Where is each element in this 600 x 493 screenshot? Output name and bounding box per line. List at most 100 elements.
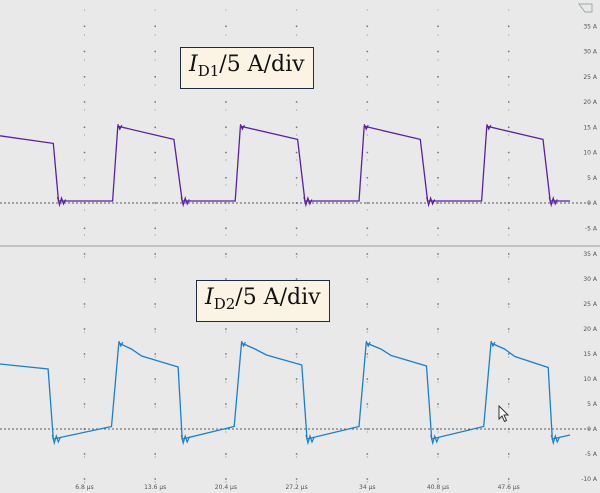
grid-dot	[225, 331, 227, 333]
waveform-path	[0, 342, 571, 440]
ringing-mark	[426, 195, 436, 208]
grid-dot	[83, 134, 86, 136]
grid-dot	[366, 453, 369, 455]
grid-dot	[225, 109, 227, 111]
grid-dot	[366, 406, 368, 408]
grid-dot	[366, 84, 368, 86]
grid-dot	[154, 456, 156, 458]
grid-dot	[366, 176, 369, 179]
grid-dot	[366, 353, 369, 355]
grid-dot	[154, 353, 157, 355]
grid-dot	[225, 101, 227, 103]
series-subscript-d2: D2	[213, 295, 236, 313]
ringing-mark	[430, 433, 440, 446]
series-subscript-d1: D1	[197, 62, 220, 80]
grid-dot	[83, 101, 86, 103]
grid-dot	[366, 151, 369, 154]
y-tick-label: 10 A	[583, 376, 598, 383]
grid-dot	[225, 431, 227, 433]
grid-dot	[154, 25, 157, 28]
series-label-id2: ID2/5 A/div	[196, 280, 330, 322]
overshoot-mark	[363, 123, 369, 131]
grid-dot	[507, 478, 510, 480]
grid-dot	[507, 151, 510, 154]
grid-dot	[437, 176, 439, 179]
grid-dot	[225, 126, 227, 129]
grid-dot	[154, 356, 156, 358]
y-tick-label: 35 A	[583, 251, 598, 258]
grid-dot	[508, 456, 510, 458]
grid-dot	[366, 281, 368, 283]
y-tick-label: -5 A	[585, 451, 598, 458]
grid-dot	[225, 378, 227, 380]
grid-dot	[83, 478, 86, 480]
grid-dot	[507, 101, 510, 103]
grid-dot	[225, 278, 227, 280]
grid-dot	[154, 227, 157, 230]
grid-dot	[437, 25, 439, 28]
grid-dot	[366, 34, 368, 36]
grid-dot	[437, 253, 439, 255]
grid-dot	[154, 478, 157, 480]
grid-dot	[295, 478, 298, 480]
ringing-mark	[180, 433, 190, 446]
grid-dot	[507, 253, 510, 255]
series-scale-1: /5 A/div	[219, 52, 305, 77]
grid-dot	[83, 453, 86, 455]
grid-dot	[154, 381, 156, 383]
ringing-mark	[51, 433, 61, 446]
grid-dot	[366, 209, 368, 211]
y-tick-label: 35 A	[583, 23, 598, 30]
grid-dot	[83, 281, 86, 283]
y-tick-label: 5 A	[587, 175, 598, 182]
grid-dot	[83, 406, 86, 408]
grid-dot	[154, 234, 156, 236]
grid-dot	[154, 84, 156, 86]
grid-dot	[366, 328, 369, 330]
grid-dot	[154, 109, 156, 111]
grid-dot	[507, 328, 510, 330]
ringing-mark	[303, 195, 313, 208]
grid-dot	[508, 34, 510, 36]
grid-dot	[83, 306, 86, 308]
grid-dot	[154, 126, 157, 129]
grid-dot	[225, 159, 227, 161]
overshoot-mark	[239, 123, 245, 131]
y-tick-label: 0 A	[587, 426, 598, 433]
grid-dot	[507, 75, 510, 78]
overshoot-mark	[486, 123, 492, 131]
grid-dot	[508, 331, 510, 333]
grid-dot	[154, 151, 157, 154]
grid-dot	[437, 227, 439, 230]
grid-dot	[83, 227, 86, 230]
x-tick-label: 13.6 µs	[144, 484, 166, 491]
x-tick-label: 27.2 µs	[285, 484, 307, 491]
grid-dot	[295, 278, 298, 280]
grid-dot	[154, 50, 157, 53]
grid-dot	[508, 256, 510, 258]
grid-dot	[437, 453, 439, 455]
grid-dot	[154, 209, 156, 211]
x-tick-label: 6.8 µs	[75, 484, 93, 491]
grid-dot	[154, 101, 157, 103]
y-tick-label: -5 A	[585, 225, 598, 232]
grid-dot	[154, 306, 156, 308]
grid-dot	[366, 75, 369, 78]
grid-dot	[295, 353, 298, 355]
y-tick-label: 20 A	[583, 326, 598, 333]
grid-dot	[508, 481, 510, 483]
grid-dot	[507, 227, 510, 230]
grid-dot	[83, 59, 86, 61]
grid-dot	[154, 481, 156, 483]
grid-dot	[83, 109, 86, 111]
grid-dot	[225, 227, 227, 230]
grid-dot	[508, 134, 510, 136]
grid-dot	[507, 25, 510, 28]
grid-dot	[437, 481, 439, 483]
grid-dot	[83, 234, 86, 236]
grid-dot	[154, 256, 156, 258]
grid-dot	[366, 202, 369, 204]
grid-dot	[225, 478, 227, 480]
grid-dot	[83, 176, 86, 179]
grid-dot	[154, 34, 156, 36]
